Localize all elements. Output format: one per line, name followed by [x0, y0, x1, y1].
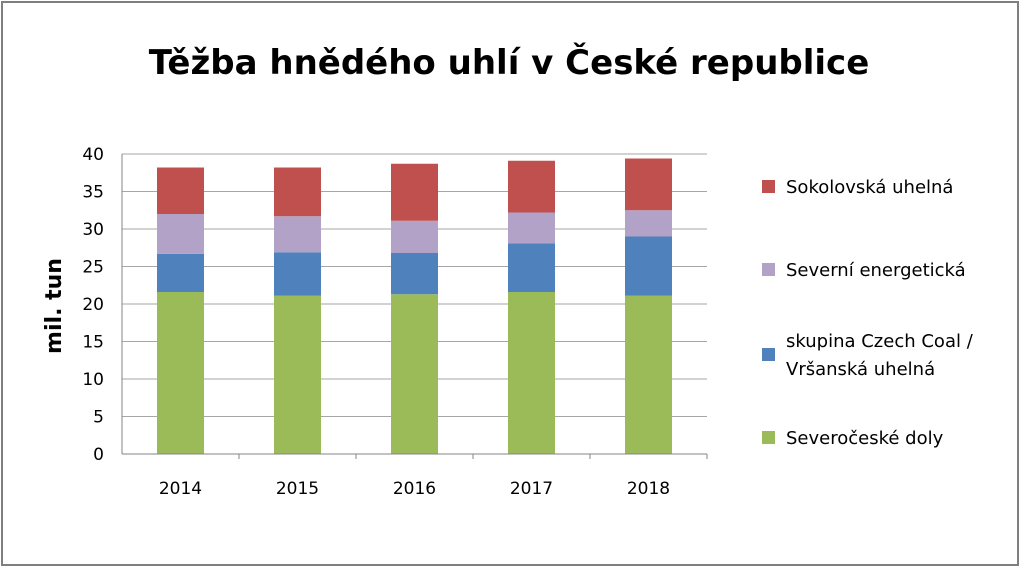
bar-segment	[157, 253, 204, 292]
bar-segment	[625, 210, 672, 237]
bar-segment	[274, 216, 321, 253]
bar-segment	[625, 158, 672, 211]
bar-segment	[274, 295, 321, 454]
bar-segment	[508, 243, 555, 292]
bar-segment	[508, 160, 555, 213]
legend-swatch	[762, 431, 775, 444]
y-tick-label: 40	[82, 145, 104, 165]
bar-segment	[157, 167, 204, 214]
legend-swatch	[762, 180, 775, 193]
axes: 0 5 10 15 20 25 30 35 40 2014 2015 2016 2017 2018	[82, 145, 708, 499]
y-tick-label: 30	[82, 220, 104, 240]
x-tick-label: 2017	[510, 479, 553, 499]
bar-segment	[391, 253, 438, 295]
legend-label: Severočeské doly	[786, 428, 944, 449]
bar-segment	[391, 220, 438, 253]
y-tick-label: 25	[82, 258, 104, 278]
bar-segment	[625, 295, 672, 454]
bar-segment	[157, 214, 204, 254]
legend-swatch	[762, 348, 775, 361]
y-tick-label: 5	[93, 408, 104, 428]
x-tick-label: 2015	[276, 479, 319, 499]
bar-segment	[625, 236, 672, 296]
y-axis-title: mil. tun	[42, 258, 67, 354]
bar-segment	[508, 212, 555, 244]
legend: Sokolovská uhelná Severní energetická skup…	[762, 177, 974, 449]
y-tick-label: 10	[82, 370, 104, 390]
y-tick-label: 0	[93, 445, 104, 465]
legend-swatch	[762, 263, 775, 276]
bar-segment	[274, 252, 321, 296]
bar-segment	[157, 292, 204, 454]
x-tick-label: 2016	[393, 479, 436, 499]
bar-segment	[508, 292, 555, 454]
bar-segment	[391, 294, 438, 454]
bars	[157, 158, 672, 454]
legend-label: Sokolovská uhelná	[786, 177, 953, 198]
bar-segment	[274, 167, 321, 217]
chart-title: Těžba hnědého uhlí v České republice	[149, 42, 870, 83]
bar-segment	[391, 163, 438, 221]
x-tick-label: 2018	[627, 479, 670, 499]
y-tick-label: 35	[82, 183, 104, 203]
y-tick-label: 15	[82, 333, 104, 353]
y-tick-label: 20	[82, 295, 104, 315]
x-tick-label: 2014	[159, 479, 202, 499]
legend-label: Severní energetická	[786, 260, 966, 281]
legend-label: skupina Czech Coal / Vršanská uhelná	[786, 331, 974, 380]
